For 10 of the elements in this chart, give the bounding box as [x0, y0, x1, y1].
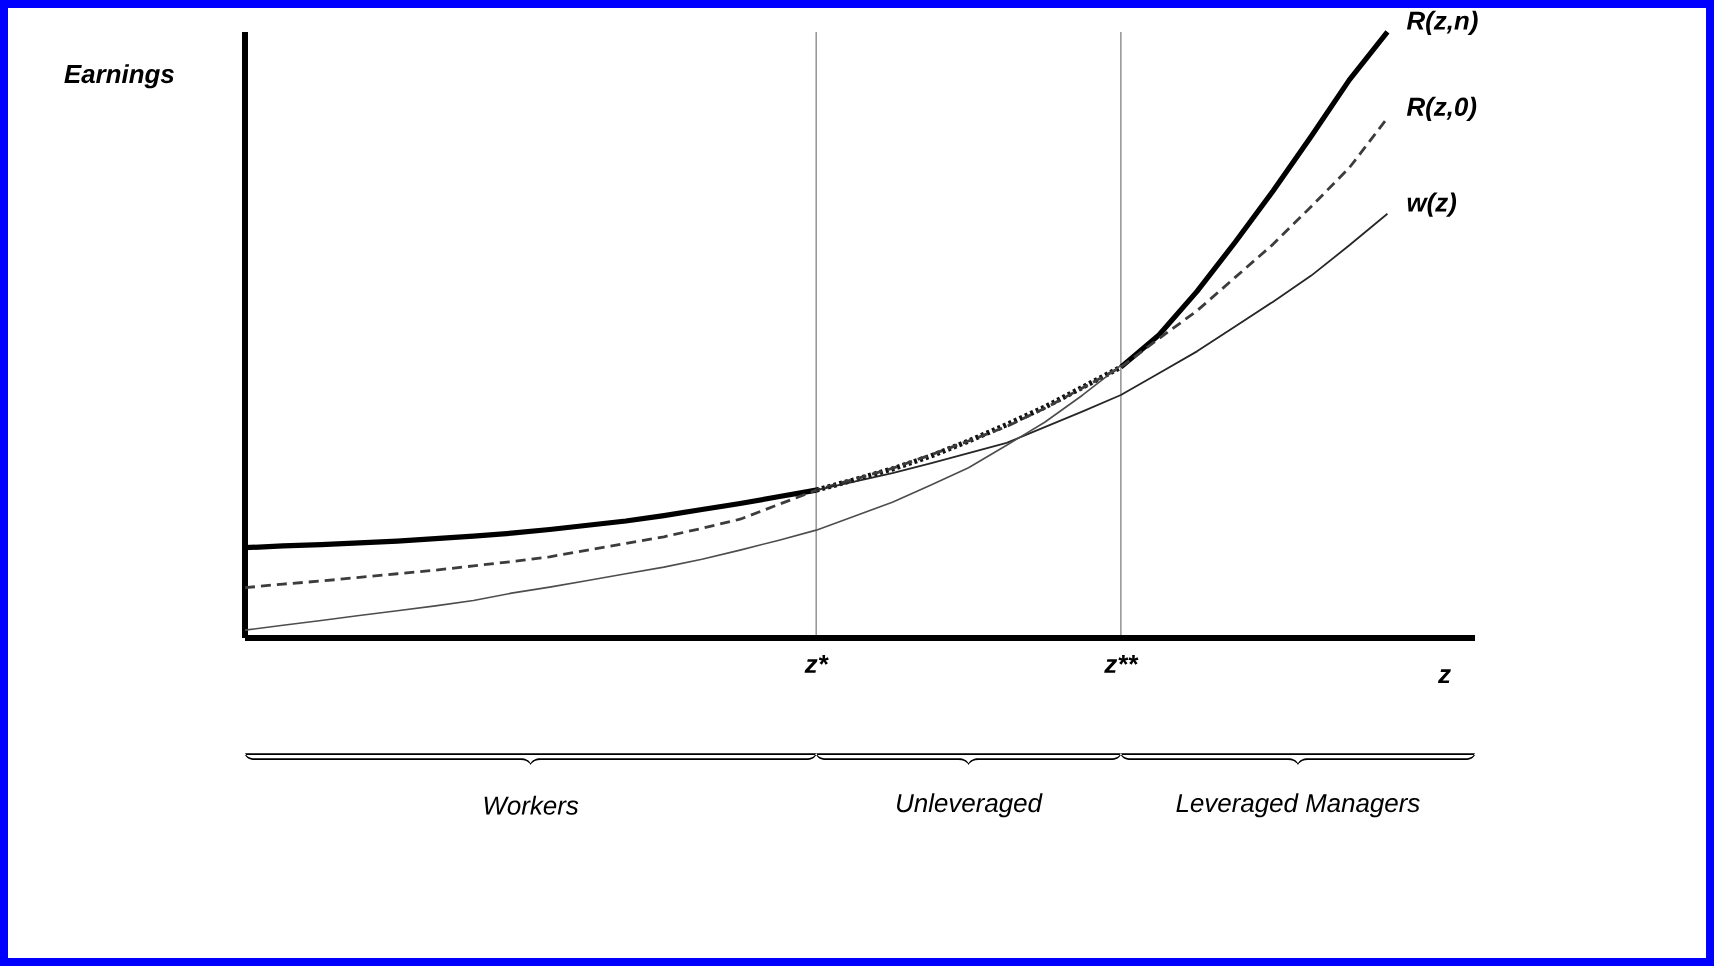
text: Leveraged Managers	[1176, 793, 1420, 818]
text: Unleveraged	[897, 793, 1043, 818]
x-axis-title: z	[1437, 669, 1451, 684]
series-label: R(z,0)	[1406, 96, 1477, 122]
text: Workers	[484, 795, 579, 815]
y-axis-title: Earnings	[64, 64, 174, 89]
x-tick-label: z**	[1104, 655, 1139, 673]
x-tick-label: z*	[804, 655, 829, 673]
series-label: w(z)	[1407, 192, 1457, 217]
series-label: R(z,n)	[1406, 10, 1478, 35]
